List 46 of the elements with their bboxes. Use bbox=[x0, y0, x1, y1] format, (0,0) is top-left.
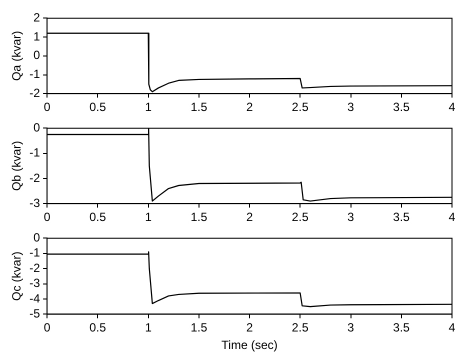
x-tick-label: 0 bbox=[44, 210, 51, 224]
y-tick-label: 0 bbox=[33, 48, 40, 62]
y-tick-label: -1 bbox=[29, 67, 40, 82]
x-tick-label: 1.5 bbox=[190, 210, 208, 224]
x-tick-label: 1.5 bbox=[190, 320, 208, 335]
y-tick-label: 2 bbox=[33, 10, 40, 25]
x-tick-label: 2 bbox=[246, 100, 254, 114]
y-tick-label: 0 bbox=[33, 230, 40, 245]
y-axis-title: Qa (kvar) bbox=[10, 30, 24, 81]
x-tick-label: 2 bbox=[246, 210, 254, 224]
y-axis-title: Qb (kvar) bbox=[10, 140, 24, 191]
y-tick-label: -3 bbox=[29, 276, 40, 290]
y-tick-label: 1 bbox=[33, 29, 40, 44]
x-tick-label: 0.5 bbox=[89, 320, 106, 335]
x-tick-label: 3 bbox=[347, 320, 354, 335]
x-tick-label: 3.5 bbox=[393, 320, 410, 335]
x-tick-label: 2.5 bbox=[292, 100, 309, 114]
y-tick-label: -5 bbox=[29, 306, 40, 321]
y-tick-label: -1 bbox=[29, 146, 40, 160]
x-tick-label: 2.5 bbox=[292, 210, 309, 224]
y-tick-label: -2 bbox=[29, 86, 40, 100]
x-tick-label: 1.5 bbox=[190, 100, 208, 114]
x-tick-label: 2 bbox=[246, 320, 254, 335]
x-tick-label: 4 bbox=[448, 210, 456, 224]
x-tick-label: 1 bbox=[144, 100, 152, 114]
y-tick-label: -2 bbox=[29, 170, 40, 185]
y-tick-label: 0 bbox=[33, 120, 40, 135]
x-tick-label: 0.5 bbox=[89, 100, 106, 114]
x-tick-label: 0 bbox=[44, 100, 51, 114]
x-tick-label: 1 bbox=[144, 210, 152, 224]
x-tick-label: 3.5 bbox=[393, 100, 410, 114]
x-tick-label: 4 bbox=[448, 100, 456, 114]
y-tick-label: -4 bbox=[29, 291, 40, 306]
y-tick-label: -2 bbox=[29, 260, 40, 275]
y-axis-title: Qc (kvar) bbox=[10, 252, 24, 301]
x-axis-title: Time (sec) bbox=[221, 338, 278, 352]
x-tick-label: 1 bbox=[144, 320, 152, 335]
x-tick-label: 0 bbox=[44, 320, 51, 335]
x-tick-label: 3 bbox=[347, 210, 354, 224]
x-tick-label: 0.5 bbox=[89, 210, 106, 224]
x-tick-label: 2.5 bbox=[292, 320, 309, 335]
y-tick-label: -3 bbox=[29, 196, 40, 210]
x-tick-label: 3 bbox=[347, 100, 354, 114]
x-tick-label: 4 bbox=[448, 320, 456, 335]
y-tick-label: -1 bbox=[29, 246, 40, 260]
x-tick-label: 3.5 bbox=[393, 210, 410, 224]
